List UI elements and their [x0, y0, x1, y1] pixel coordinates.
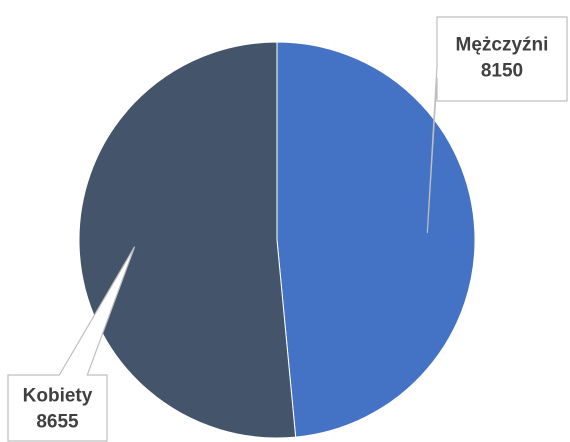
pie-slice-mezczyzni: [276, 41, 476, 438]
callout-box-kobiety: [7, 246, 136, 442]
slice-label-name: Kobiety: [23, 385, 93, 406]
slice-label-value: 8150: [481, 61, 523, 82]
callout-mezczyzni: Mężczyźni 8150: [426, 16, 568, 233]
callout-kobiety: Kobiety 8655: [7, 246, 136, 442]
slices-layer: [78, 41, 476, 439]
callouts-layer: Mężczyźni 8150 Kobiety 8655: [7, 16, 568, 442]
pie-slice-kobiety: [78, 41, 297, 439]
callout-box-mezczyzni: [426, 16, 568, 233]
slice-label-value: 8655: [36, 411, 79, 432]
slice-label-name: Mężczyźni: [456, 35, 549, 56]
